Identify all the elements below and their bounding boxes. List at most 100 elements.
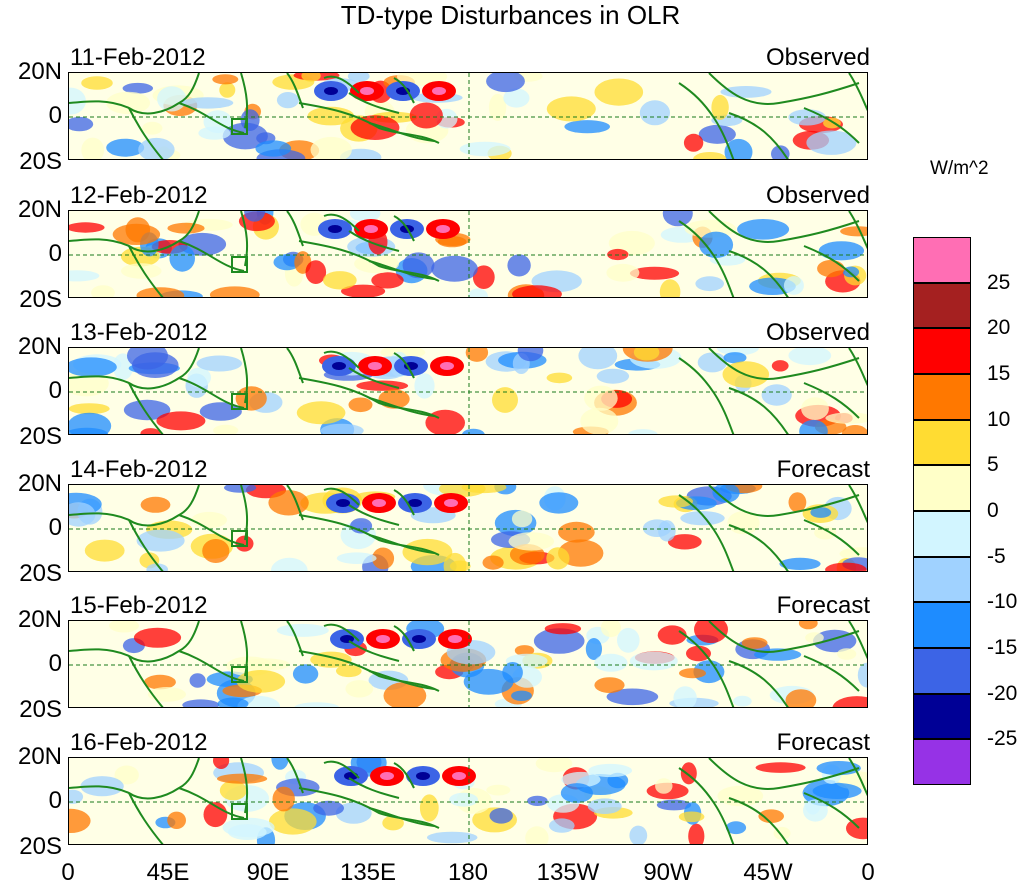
olr-anomaly-blob <box>320 423 364 434</box>
olr-anomaly-blob <box>350 115 400 140</box>
coastline <box>69 73 200 115</box>
latitude-label: 0 <box>48 377 62 404</box>
coastline <box>393 215 415 242</box>
olr-wave-core <box>408 499 422 507</box>
olr-anomaly-blob <box>693 660 725 684</box>
olr-anomaly-blob <box>788 492 807 513</box>
coastline <box>708 348 860 380</box>
olr-anomaly-blob <box>122 82 153 94</box>
coastline <box>286 211 304 247</box>
coastline <box>298 514 440 556</box>
olr-anomaly-blob <box>296 401 346 425</box>
coastline <box>848 485 867 524</box>
olr-anomaly-blob <box>240 109 260 131</box>
olr-anomaly-blob <box>629 825 648 844</box>
colorbar-segment <box>913 602 971 648</box>
coastline <box>286 621 304 657</box>
olr-anomaly-blob <box>91 285 115 297</box>
longitude-label: 45E <box>146 859 190 886</box>
olr-anomaly-blob <box>558 521 595 543</box>
olr-anomaly-blob <box>717 785 764 807</box>
latitude-label: 20S <box>19 833 62 860</box>
olr-anomaly-blob <box>517 348 544 362</box>
figure-title: TD-type Disturbances in OLR <box>340 0 681 30</box>
olr-anomaly-blob <box>588 763 633 778</box>
colorbar-segment <box>913 237 971 283</box>
olr-anomaly-blob <box>348 397 373 413</box>
olr-anomaly-blob <box>465 348 489 362</box>
coastline <box>848 348 867 387</box>
longitude-label: 135W <box>536 859 600 886</box>
coastline <box>803 382 860 419</box>
olr-anomaly-blob <box>697 352 728 373</box>
olr-anomaly-blob <box>136 529 185 552</box>
olr-anomaly-blob <box>857 662 867 688</box>
coastline <box>393 625 415 652</box>
olr-anomaly-blob <box>600 621 621 638</box>
olr-anomaly-blob <box>841 425 867 434</box>
olr-wave-core <box>376 635 390 643</box>
olr-anomaly-blob <box>356 380 409 391</box>
coastline <box>240 758 249 814</box>
latitude-label: 0 <box>48 650 62 677</box>
olr-anomaly-blob <box>549 818 575 833</box>
olr-anomaly-blob <box>533 628 585 654</box>
olr-anomaly-blob <box>544 623 582 635</box>
olr-anomaly-blob <box>683 133 704 152</box>
olr-anomaly-blob <box>662 211 693 227</box>
olr-anomaly-blob <box>825 562 867 571</box>
coastline <box>178 240 245 272</box>
olr-anomaly-blob <box>629 651 678 671</box>
olr-anomaly-blob <box>69 789 84 804</box>
olr-anomaly-blob <box>157 86 187 112</box>
coastline <box>298 102 440 144</box>
olr-wave-core <box>440 362 454 370</box>
olr-anomaly-blob <box>758 809 784 823</box>
coastline <box>848 211 867 250</box>
coastline <box>323 623 360 642</box>
olr-wave-core <box>448 635 462 643</box>
olr-anomaly-blob <box>657 625 687 645</box>
olr-anomaly-blob <box>371 272 404 289</box>
olr-wave-core <box>368 362 382 370</box>
olr-anomaly-blob <box>837 648 857 660</box>
panel-type-label: Observed <box>765 319 870 346</box>
olr-anomaly-blob <box>658 520 676 542</box>
olr-anomaly-blob <box>69 412 112 434</box>
olr-anomaly-blob <box>679 668 706 679</box>
map-panel <box>68 620 868 708</box>
coastline <box>69 621 200 663</box>
olr-wave-core <box>452 772 466 780</box>
olr-anomaly-blob <box>276 92 299 109</box>
olr-anomaly-blob <box>182 699 220 707</box>
olr-anomaly-blob <box>594 677 625 693</box>
olr-anomaly-blob <box>712 485 740 503</box>
olr-anomaly-blob <box>806 130 857 155</box>
map-panel <box>68 210 868 298</box>
olr-anomaly-blob <box>336 664 362 678</box>
coastline <box>69 485 200 527</box>
coastline <box>240 73 249 129</box>
olr-anomaly-blob <box>694 621 728 644</box>
olr-anomaly-blob <box>292 664 319 684</box>
olr-anomaly-blob <box>109 621 139 633</box>
coastline <box>348 640 400 662</box>
olr-anomaly-blob <box>127 348 168 370</box>
panel-type-label: Forecast <box>776 456 870 483</box>
coastline <box>678 220 735 297</box>
colorbar-tick-label: -25 <box>987 727 1018 751</box>
olr-anomaly-blob <box>372 547 395 570</box>
olr-anomaly-blob <box>146 563 168 571</box>
latitude-label: 20N <box>17 743 62 770</box>
olr-anomaly-blob <box>594 653 628 672</box>
latitude-label: 20N <box>17 196 62 223</box>
olr-anomaly-blob <box>814 526 837 540</box>
coastline <box>298 377 440 419</box>
olr-anomaly-blob <box>217 697 249 707</box>
coastline <box>848 758 867 797</box>
coastline <box>286 73 304 109</box>
colorbar-tick-label: 5 <box>987 453 999 477</box>
olr-anomaly-blob <box>301 73 321 82</box>
olr-anomaly-blob <box>578 348 618 370</box>
map-panel <box>68 347 868 435</box>
